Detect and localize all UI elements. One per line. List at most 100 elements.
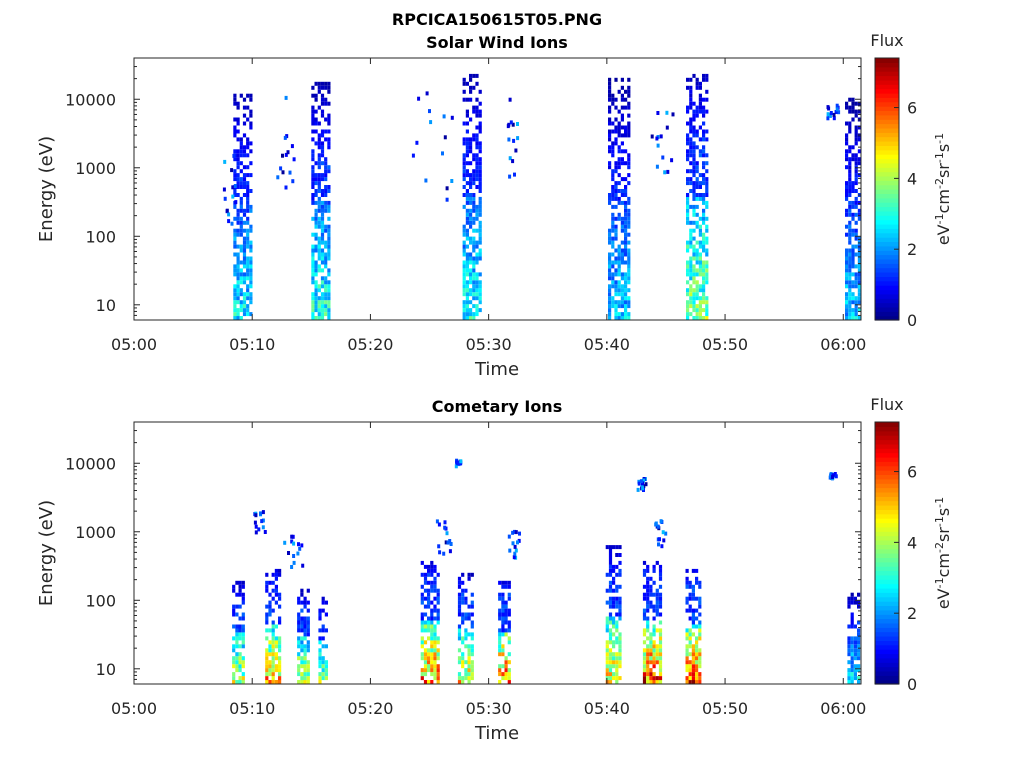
heatmap-cell: [624, 149, 628, 154]
heatmap-cell: [611, 252, 615, 257]
heatmap-cell: [615, 652, 619, 657]
heatmap-cell: [851, 248, 855, 253]
heatmap-cell: [238, 584, 242, 589]
heatmap-cell: [615, 656, 619, 661]
heatmap-cell: [705, 312, 709, 317]
heatmap-cell: [265, 620, 269, 625]
heatmap-cell: [300, 648, 304, 653]
heatmap-cell: [318, 648, 322, 653]
heatmap-cell: [627, 85, 631, 90]
heatmap-cell: [617, 244, 621, 249]
heatmap-cell: [259, 511, 263, 516]
heatmap-cell: [241, 680, 245, 684]
heatmap-cell: [698, 105, 702, 110]
heatmap-cell: [692, 161, 696, 166]
colorbar-swatch: [875, 276, 899, 282]
heatmap-cell: [249, 208, 253, 213]
heatmap-cell: [317, 105, 321, 110]
heatmap-cell: [847, 660, 851, 665]
heatmap-cell: [478, 161, 482, 166]
heatmap-cell: [233, 169, 237, 174]
heatmap-cell: [850, 664, 854, 669]
heatmap-cell: [614, 280, 618, 285]
heatmap-cell: [454, 464, 458, 469]
heatmap-cell: [430, 584, 434, 589]
colorbar-swatch: [875, 119, 899, 125]
heatmap-cell: [222, 187, 226, 192]
heatmap-cell: [854, 220, 858, 225]
heatmap-cell: [501, 608, 505, 613]
heatmap-cell: [467, 648, 471, 653]
heatmap-cell: [475, 208, 479, 213]
heatmap-cell: [462, 260, 466, 265]
heatmap-cell: [612, 632, 616, 637]
heatmap-cell: [608, 193, 612, 197]
heatmap-cell: [686, 169, 690, 174]
heatmap-cell: [236, 312, 240, 317]
colorbar-swatch: [875, 223, 899, 229]
heatmap-cell: [475, 252, 479, 257]
heatmap-cell: [618, 640, 622, 645]
heatmap-cell: [652, 656, 656, 661]
heatmap-cell: [469, 312, 473, 317]
heatmap-cell: [470, 636, 474, 641]
heatmap-cell: [691, 656, 695, 661]
heatmap-cell: [433, 588, 437, 593]
heatmap-cell: [605, 588, 609, 593]
heatmap-cell: [851, 296, 855, 301]
heatmap-cell: [646, 568, 650, 573]
heatmap-cell: [658, 572, 663, 577]
heatmap-cell: [705, 216, 709, 221]
heatmap-cell: [433, 624, 437, 629]
heatmap-cell: [306, 628, 310, 633]
heatmap-cell: [848, 312, 852, 317]
heatmap-cell: [424, 178, 428, 183]
heatmap-cell: [689, 105, 693, 110]
heatmap-cell: [686, 200, 690, 205]
heatmap-cell: [608, 284, 612, 289]
heatmap-cell: [608, 93, 612, 98]
heatmap-cell: [235, 680, 239, 684]
heatmap-cell: [686, 141, 690, 146]
heatmap-cell: [464, 672, 468, 677]
y-axis-label: Energy (eV): [36, 500, 57, 606]
heatmap-cell: [848, 161, 852, 166]
heatmap-cell: [655, 628, 659, 633]
heatmap-cell: [464, 600, 468, 605]
heatmap-cell: [612, 564, 616, 569]
heatmap-cell: [618, 664, 622, 669]
heatmap-cell: [320, 256, 325, 261]
heatmap-cell: [695, 668, 699, 673]
heatmap-cell: [857, 668, 861, 673]
heatmap-cell: [238, 644, 242, 649]
heatmap-cell: [246, 153, 250, 158]
heatmap-cell: [321, 608, 325, 613]
colorbar-swatch: [875, 491, 899, 497]
heatmap-cell: [457, 580, 462, 585]
heatmap-cell: [311, 232, 315, 237]
heatmap-cell: [478, 101, 482, 106]
heatmap-cell: [689, 89, 693, 94]
colorbar-swatch: [875, 522, 899, 528]
heatmap-cell: [649, 588, 653, 593]
heatmap-cell: [845, 181, 849, 186]
heatmap-cell: [658, 660, 663, 665]
colorbar-unit: eV-1cm-2sr-1s-1: [933, 133, 954, 245]
heatmap-cell: [475, 177, 479, 182]
heatmap-cell: [314, 244, 318, 249]
heatmap-cell: [698, 185, 702, 189]
heatmap-cell: [271, 660, 275, 665]
heatmap-cell: [472, 240, 476, 245]
heatmap-cell: [268, 652, 272, 657]
heatmap-cell: [265, 664, 269, 669]
heatmap-cell: [627, 288, 631, 293]
heatmap-cell: [848, 220, 852, 225]
heatmap-cell: [436, 652, 440, 657]
heatmap-cell: [507, 580, 511, 585]
heatmap-cell: [465, 312, 469, 317]
heatmap-cell: [317, 308, 321, 313]
heatmap-cell: [620, 224, 624, 229]
heatmap-cell: [320, 81, 325, 86]
heatmap-cell: [423, 580, 428, 585]
heatmap-cell: [646, 616, 650, 621]
